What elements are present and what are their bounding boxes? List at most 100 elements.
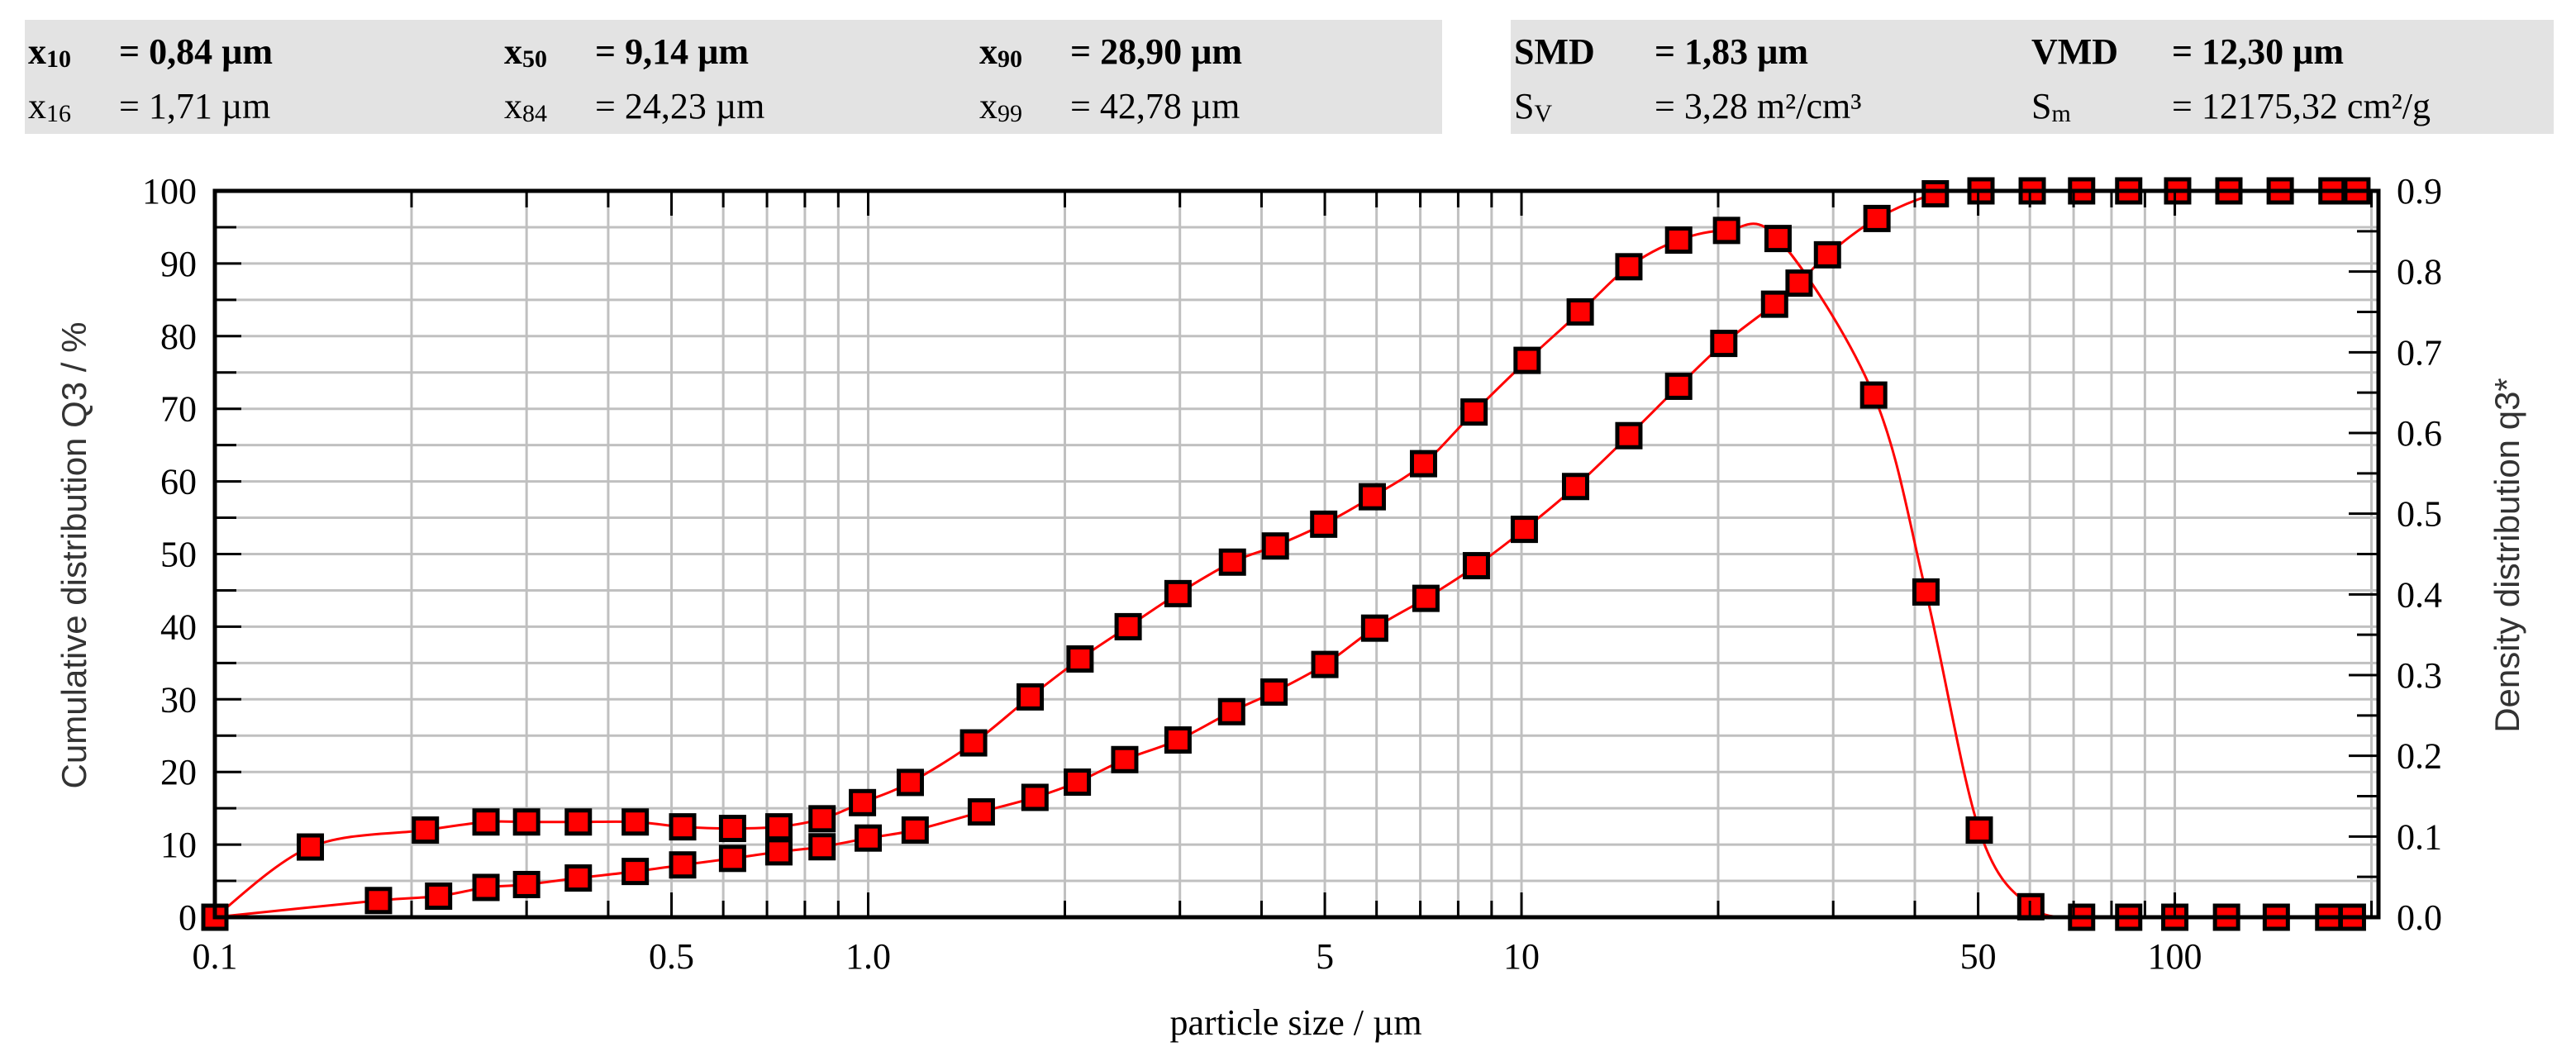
stat-symbol: x90 (979, 31, 1022, 73)
x-tick-label: 50 (1960, 936, 1997, 977)
data-point-marker (1360, 614, 1388, 642)
data-point-marker (1066, 645, 1094, 673)
y2-tick-label: 0.9 (2397, 171, 2442, 212)
stat-symbol: VMD (2031, 31, 2119, 72)
data-point-marker (1921, 180, 1950, 208)
data-point-marker (718, 815, 746, 843)
stat-value: = 24,23 µm (595, 86, 765, 126)
axis-tick-labels: 0 10 20 30 40 50 60 70 80 90 100 0.0 0.1 0.2 0.3 0.4 0.5… (142, 171, 2442, 977)
data-point-marker (1859, 381, 1888, 409)
data-point-marker (1017, 683, 1045, 711)
x-tick-label: 5 (1316, 936, 1334, 977)
data-point-marker (808, 805, 836, 833)
stat-symbol: Sm (2031, 86, 2071, 127)
x-tick-label: 0.1 (193, 936, 238, 977)
stat-x16: x16 = 1,71 µm (28, 86, 270, 135)
stat-x50: x50 = 9,14 µm (504, 31, 749, 80)
data-point-marker (1863, 204, 1891, 232)
y2-tick-label: 0.7 (2397, 332, 2442, 373)
stat-value: = 1,71 µm (119, 86, 271, 126)
y-tick-label: 100 (142, 171, 197, 212)
data-point-marker (1218, 548, 1246, 576)
y-tick-label: 70 (160, 389, 197, 430)
data-point-marker (1664, 372, 1693, 400)
data-point-marker (1513, 346, 1541, 374)
stat-symbol: SMD (1514, 31, 1595, 72)
x-tick-label: 1.0 (845, 936, 891, 977)
y2-tick-label: 0.2 (2397, 736, 2442, 777)
y2-tick-label: 0.5 (2397, 494, 2442, 535)
y-tick-label: 50 (160, 535, 197, 575)
statistics-panel-moments: SMD = 1,83 µm VMD = 12,30 µm SV = 3,28 m²/cm³… (1511, 20, 2554, 134)
data-point-marker (1561, 473, 1589, 501)
data-point-marker (1712, 216, 1740, 245)
stat-symbol: x10 (28, 31, 71, 73)
stat-value: = 42,78 µm (1070, 86, 1240, 126)
data-point-marker (1111, 745, 1139, 773)
stat-symbol: x16 (28, 86, 71, 127)
stat-value: = 12175,32 cm²/g (2172, 86, 2431, 126)
y-axis-title-left: Cumulative distribution Q3 / % (55, 322, 93, 789)
data-point-marker (1261, 532, 1289, 560)
y2-tick-label: 0.1 (2397, 816, 2442, 857)
x-axis-title: particle size / µm (1169, 1002, 1421, 1043)
data-point-marker (967, 798, 995, 826)
y-tick-label: 80 (160, 316, 197, 357)
data-point-marker (564, 864, 593, 892)
data-point-marker (564, 808, 593, 836)
data-point-marker (621, 858, 650, 886)
data-point-marker (808, 833, 836, 861)
x-tick-label: 100 (2148, 936, 2202, 977)
y2-tick-label: 0.3 (2397, 655, 2442, 696)
data-point-marker (512, 808, 540, 836)
data-point-marker (1164, 726, 1192, 754)
x-tick-label: 0.5 (649, 936, 694, 977)
data-point-marker (1813, 240, 1841, 269)
stat-value: = 0,84 µm (119, 31, 274, 72)
stat-symbol: x99 (979, 86, 1022, 127)
statistics-panel-percentiles: x10 = 0,84 µm x50 = 9,14 µm x90 = 28,90 µm x16… (25, 20, 1442, 134)
data-point-marker (1566, 298, 1594, 326)
data-point-marker (1664, 226, 1693, 255)
data-point-marker (1064, 768, 1092, 797)
data-point-marker (472, 873, 500, 902)
data-point-marker (425, 883, 453, 911)
data-point-marker (1412, 584, 1440, 612)
data-point-marker (1615, 253, 1643, 281)
data-point-marker (1460, 398, 1488, 426)
data-point-marker (669, 851, 697, 879)
y2-tick-label: 0.0 (2397, 897, 2442, 938)
data-point-marker (669, 813, 697, 841)
stat-x10: x10 = 0,84 µm (28, 31, 273, 80)
y-tick-label: 10 (160, 825, 197, 865)
data-point-marker (901, 816, 929, 845)
data-point-marker (412, 816, 440, 845)
data-point-marker (1021, 783, 1049, 811)
y-tick-label: 20 (160, 752, 197, 792)
data-point-marker (764, 813, 793, 841)
stat-symbol: x84 (504, 86, 547, 127)
y2-tick-label: 0.8 (2397, 252, 2442, 293)
data-point-marker (1615, 421, 1643, 450)
stat-value: = 1,83 µm (1655, 31, 1809, 72)
data-point-marker (1785, 269, 1813, 297)
data-point-marker (1114, 612, 1142, 640)
data-point-marker (1358, 483, 1386, 511)
y-tick-label: 60 (160, 462, 197, 502)
data-point-marker (1710, 330, 1738, 358)
data-point-marker (1965, 816, 1993, 845)
data-point-marker (896, 768, 924, 797)
data-point-marker (855, 824, 883, 852)
data-point-marker (1409, 450, 1437, 478)
data-point-marker (1764, 225, 1792, 253)
data-point-marker (1912, 578, 1940, 606)
y-tick-label: 30 (160, 679, 197, 720)
data-point-marker (764, 838, 793, 866)
data-point-marker (472, 808, 500, 836)
x-tick-label: 10 (1503, 936, 1540, 977)
data-point-marker (1760, 290, 1788, 318)
stat-smd: SMD = 1,83 µm (1514, 31, 1808, 73)
data-point-marker (1462, 552, 1490, 580)
data-point-marker (1217, 697, 1245, 726)
